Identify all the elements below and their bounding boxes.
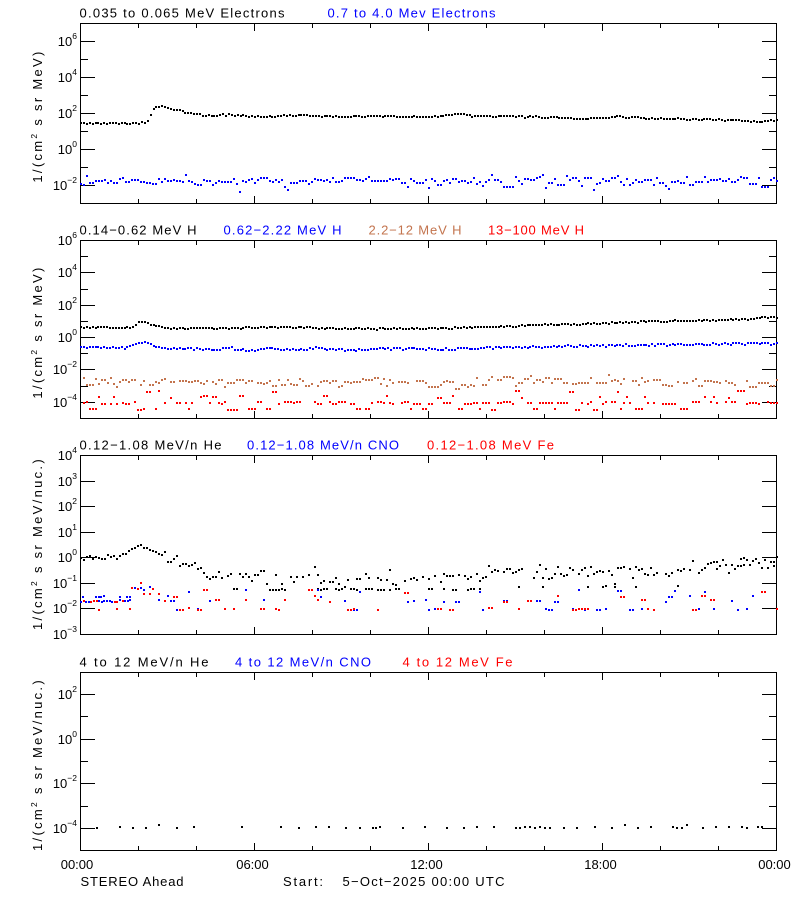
svg-text:100: 100 [58,547,77,565]
svg-text:10−2: 10−2 [53,773,77,791]
svg-text:0.14−0.62 MeV H: 0.14−0.62 MeV H [80,223,197,238]
svg-text:4 to 12 MeV/n He: 4 to 12 MeV/n He [80,655,209,670]
svg-text:STEREO Ahead: STEREO Ahead [81,874,184,889]
svg-text:0.12−1.08 MeV/n CNO: 0.12−1.08 MeV/n CNO [247,438,399,453]
svg-text:10−1: 10−1 [53,573,77,591]
svg-text:10−2: 10−2 [53,175,77,193]
svg-text:0.12−1.08 MeV/n He: 0.12−1.08 MeV/n He [80,438,222,453]
svg-text:1/(cm2 s sr MeV/nuc.): 1/(cm2 s sr MeV/nuc.) [29,678,45,851]
svg-text:0.7 to 4.0 Mev Electrons: 0.7 to 4.0 Mev Electrons [328,6,497,21]
svg-text:100: 100 [58,729,77,747]
svg-text:10−4: 10−4 [53,818,77,836]
svg-text:12:00: 12:00 [410,857,443,872]
svg-text:102: 102 [58,496,77,514]
svg-text:1/(cm2 s sr MeV/nuc.): 1/(cm2 s sr MeV/nuc.) [29,457,45,630]
svg-text:10−2: 10−2 [53,598,77,616]
svg-text:2.2−12 MeV H: 2.2−12 MeV H [369,223,462,238]
svg-text:1/(cm2 s sr MeV): 1/(cm2 s sr MeV) [29,265,45,398]
svg-text:102: 102 [58,103,77,121]
svg-text:1/(cm2 s sr MeV): 1/(cm2 s sr MeV) [29,49,45,182]
svg-text:104: 104 [58,262,77,280]
svg-text:104: 104 [58,67,77,85]
svg-text:102: 102 [58,295,77,313]
svg-text:0.12−1.08 MeV Fe: 0.12−1.08 MeV Fe [427,438,554,453]
svg-text:00:00: 00:00 [61,857,94,872]
svg-text:4 to 12 MeV/n CNO: 4 to 12 MeV/n CNO [235,655,371,670]
svg-text:0.035 to 0.065 MeV Electrons: 0.035 to 0.065 MeV Electrons [80,6,286,21]
svg-text:10−4: 10−4 [53,392,77,410]
svg-text:106: 106 [58,230,77,248]
svg-text:Start:: Start: [283,874,323,889]
svg-text:100: 100 [58,327,77,345]
svg-text:100: 100 [58,139,77,157]
svg-text:10−2: 10−2 [53,359,77,377]
svg-text:0.62−2.22 MeV H: 0.62−2.22 MeV H [224,223,342,238]
svg-text:5−Oct−2025 00:00 UTC: 5−Oct−2025 00:00 UTC [343,874,505,889]
svg-text:101: 101 [58,522,77,540]
svg-text:10−3: 10−3 [53,624,77,642]
svg-text:06:00: 06:00 [236,857,269,872]
svg-text:102: 102 [58,684,77,702]
svg-text:103: 103 [58,471,77,489]
svg-text:106: 106 [58,31,77,49]
svg-text:104: 104 [58,445,77,463]
svg-text:18:00: 18:00 [584,857,617,872]
svg-text:13−100 MeV H: 13−100 MeV H [488,223,584,238]
svg-text:00:00: 00:00 [758,857,791,872]
